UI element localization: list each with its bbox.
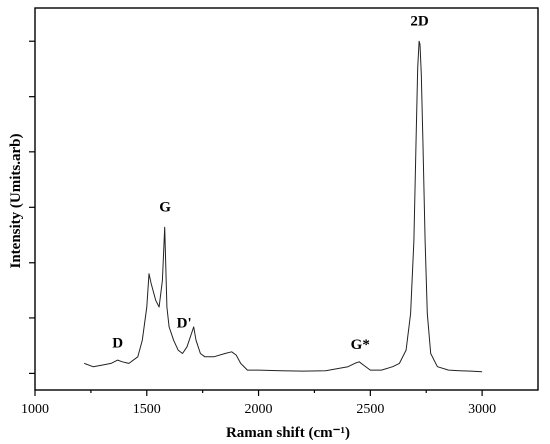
peak-label: G* — [351, 337, 370, 353]
x-ticks: 1000 1500 2000 2500 3000 — [21, 390, 496, 417]
peak-label: D' — [177, 316, 192, 332]
x-tick-label: 2000 — [245, 402, 273, 417]
x-tick-label: 1000 — [21, 402, 49, 417]
peak-label: 2D — [410, 13, 429, 29]
x-tick-label: 2500 — [356, 402, 384, 417]
peak-annotations: D G D' G* 2D — [112, 13, 429, 353]
y-ticks — [29, 40, 35, 374]
x-axis-title: Raman shift (cm⁻¹) — [226, 425, 350, 441]
y-axis-title: Intensity (Umits.arb) — [8, 134, 24, 269]
axes — [34, 7, 539, 391]
x-tick-label: 3000 — [468, 402, 496, 417]
x-tick-label: 1500 — [133, 402, 161, 417]
peak-label: G — [159, 199, 171, 215]
spectrum-line — [84, 40, 483, 373]
peak-label: D — [112, 335, 123, 351]
plot-frame — [34, 7, 539, 391]
